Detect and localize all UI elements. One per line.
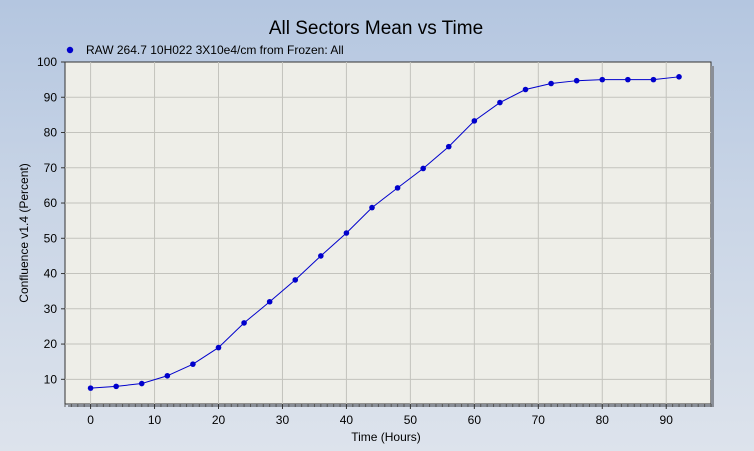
- plot-area-shadow: [711, 66, 714, 407]
- y-axis-label: Confluence v1.4 (Percent): [17, 163, 31, 302]
- chart-title: All Sectors Mean vs Time: [269, 18, 483, 39]
- data-point: [522, 86, 529, 93]
- data-point: [164, 372, 171, 379]
- plot-area: [64, 61, 712, 405]
- data-point: [113, 383, 119, 390]
- y-tick-label: 40: [44, 267, 58, 281]
- x-tick-label: 90: [660, 413, 674, 427]
- data-point: [394, 185, 401, 191]
- x-tick-label: 80: [596, 413, 610, 427]
- x-tick-label: 60: [468, 413, 482, 427]
- data-point: [369, 204, 375, 211]
- data-point: [190, 361, 196, 367]
- data-point: [138, 380, 145, 387]
- data-point: [548, 80, 554, 87]
- y-tick-label: 100: [37, 55, 57, 69]
- y-tick-label: 60: [44, 196, 58, 210]
- data-point: [676, 74, 682, 80]
- data-point: [471, 118, 478, 124]
- y-tick-label: 50: [44, 231, 58, 245]
- data-point: [87, 385, 94, 391]
- data-point: [497, 99, 503, 106]
- data-point: [343, 230, 350, 236]
- y-tick-label: 90: [44, 90, 58, 104]
- series-layer: [87, 74, 682, 391]
- y-tick-label: 20: [44, 337, 58, 351]
- data-point: [215, 344, 222, 351]
- x-tick-label: 40: [340, 413, 354, 427]
- x-tick-label: 70: [532, 413, 546, 427]
- data-point: [599, 76, 606, 83]
- x-axis-label: Time (Hours): [351, 430, 421, 444]
- series-line: [90, 76, 680, 389]
- data-point: [266, 298, 273, 305]
- legend-marker: [66, 46, 74, 54]
- x-tick-label: 50: [404, 413, 418, 427]
- y-tick-label: 70: [44, 161, 58, 175]
- data-point: [625, 76, 631, 83]
- axes: 10 20 30 40 50 60 70 80 90 100 0 10 20 30 40 50 60 70 80 90: [37, 55, 712, 427]
- x-tick-label: 0: [87, 413, 94, 427]
- data-point: [573, 77, 580, 84]
- y-tick-label: 80: [44, 126, 58, 140]
- x-tick-label: 30: [276, 413, 290, 427]
- x-tick-label: 10: [148, 413, 162, 427]
- legend: RAW 264.7 10H022 3X10e4/cm from Frozen: …: [66, 43, 344, 57]
- y-tick-label: 10: [44, 372, 58, 386]
- x-tick-label: 20: [212, 413, 226, 427]
- data-point: [292, 277, 299, 283]
- legend-label: RAW 264.7 10H022 3X10e4/cm from Frozen: …: [86, 43, 344, 57]
- data-point: [650, 76, 657, 83]
- data-point: [420, 165, 426, 172]
- data-point: [445, 143, 452, 150]
- data-point: [241, 320, 247, 326]
- y-tick-label: 30: [44, 302, 58, 316]
- data-point: [318, 253, 324, 259]
